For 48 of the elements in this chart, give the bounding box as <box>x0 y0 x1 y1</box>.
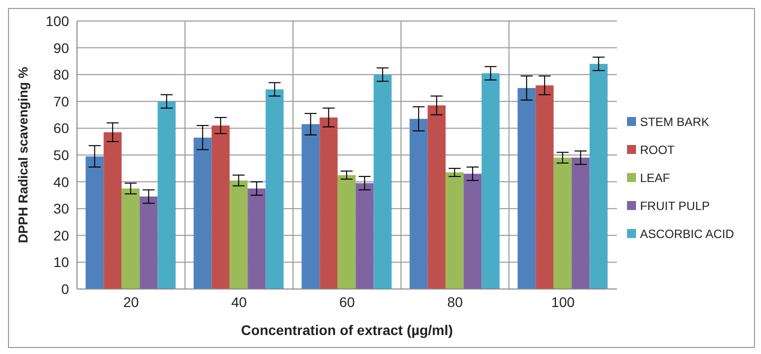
bar <box>122 188 140 289</box>
y-tick-label: 70 <box>53 93 70 110</box>
y-tick-label: 100 <box>46 12 70 29</box>
legend-label: FRUIT PULP <box>640 199 710 213</box>
bar <box>86 156 104 289</box>
x-axis-title: Concentration of extract (µg/ml) <box>241 322 453 338</box>
bar <box>518 88 536 289</box>
y-tick-label: 30 <box>53 200 70 217</box>
bar <box>536 85 554 289</box>
y-tick-label: 60 <box>53 120 70 136</box>
bar <box>482 73 500 289</box>
bar <box>410 118 428 289</box>
y-tick-label: 40 <box>53 174 70 190</box>
bar <box>320 117 338 289</box>
y-tick-label: 0 <box>61 280 70 297</box>
y-tick-label: 10 <box>53 254 70 270</box>
bar <box>590 64 608 289</box>
x-tick-label: 60 <box>339 294 355 310</box>
bar <box>194 138 212 289</box>
y-axis-title: DPPH Radical scavenging % <box>16 66 31 244</box>
bar <box>338 175 356 289</box>
bar <box>212 126 230 289</box>
bar <box>266 89 284 289</box>
y-tick-label: 80 <box>53 66 70 83</box>
bar <box>356 183 374 289</box>
legend-label: ASCORBIC ACID <box>640 227 734 241</box>
bar <box>230 180 248 289</box>
bar <box>572 158 590 289</box>
bar <box>302 124 320 289</box>
y-tick-label: 50 <box>53 146 70 163</box>
y-tick-label: 20 <box>53 227 70 244</box>
x-tick-label: 100 <box>551 294 575 310</box>
bar <box>446 172 464 289</box>
legend-label: STEM BARK <box>640 115 710 129</box>
bar <box>140 196 158 289</box>
legend-label: LEAF <box>640 171 670 185</box>
x-tick-label: 20 <box>123 294 139 310</box>
x-tick-label: 80 <box>447 294 463 310</box>
x-tick-label: 40 <box>231 294 247 310</box>
bar <box>374 74 392 289</box>
bar <box>554 158 572 289</box>
bar <box>158 101 176 289</box>
bar <box>104 132 122 289</box>
y-tick-label: 90 <box>53 40 70 56</box>
bar <box>428 105 446 289</box>
legend-label: ROOT <box>640 143 675 157</box>
bar <box>248 188 266 289</box>
bar <box>464 174 482 289</box>
